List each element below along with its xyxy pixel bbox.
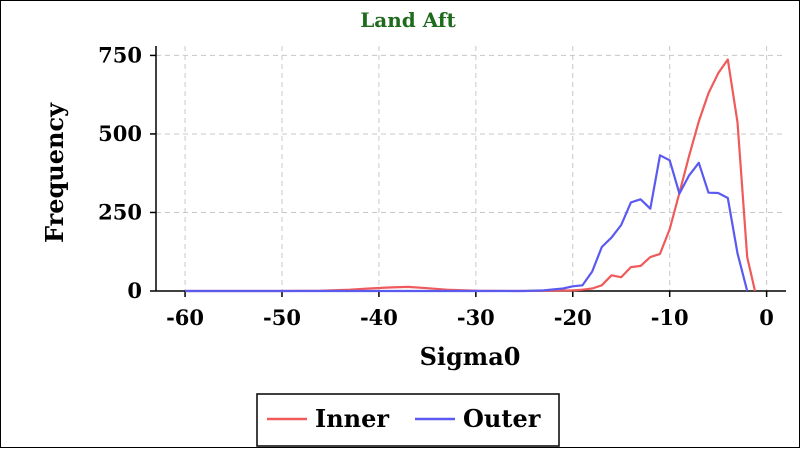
x-tick-label: 0	[759, 305, 774, 330]
x-tick-label: -20	[554, 305, 592, 330]
x-tick-label: -60	[166, 305, 204, 330]
x-axis-label: Sigma0	[420, 342, 521, 371]
y-tick-label: 0	[127, 278, 142, 303]
y-axis-label: Frequency	[40, 102, 69, 243]
legend-label-inner: Inner	[315, 404, 389, 433]
legend: Inner Outer	[256, 393, 560, 447]
x-tick-label: -10	[651, 305, 689, 330]
chart-title: Land Aft	[360, 8, 456, 32]
axes	[150, 46, 786, 297]
y-tick-label: 750	[98, 42, 142, 67]
legend-label-outer: Outer	[463, 404, 541, 433]
y-tick-label: 500	[98, 121, 142, 146]
y-tick-label: 250	[98, 199, 142, 224]
series-lines	[185, 58, 757, 293]
x-tick-label: -30	[457, 305, 495, 330]
tick-labels: -60 -50 -40 -30 -20 -10 0 0 250 500 750	[98, 42, 774, 330]
x-tick-label: -50	[263, 305, 301, 330]
series-line-inner	[185, 58, 757, 293]
grid	[156, 46, 786, 292]
legend-box	[256, 393, 560, 447]
series-line-outer	[185, 154, 749, 293]
x-tick-label: -40	[360, 305, 398, 330]
